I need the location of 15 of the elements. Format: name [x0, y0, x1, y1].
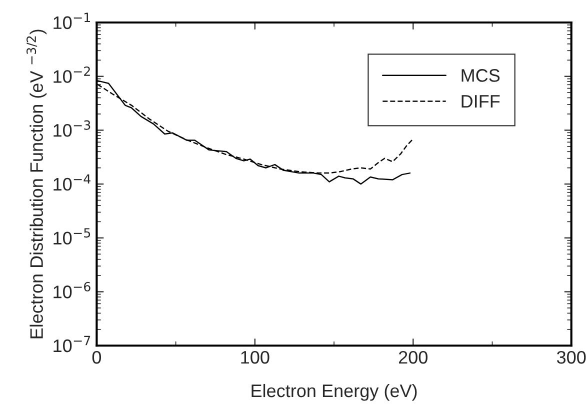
y-tick-label: 10$^{−1}$: [54, 12, 90, 30]
y-tick-label: 10$^{−4}$: [54, 174, 90, 191]
y-tick-label: 10$^{−7}$: [54, 336, 90, 352]
x-axis-title: Electron Energy (eV): [252, 384, 417, 401]
y-tick-label: 10$^{−5}$: [54, 228, 90, 244]
y-tick-label: 10$^{−2}$: [54, 66, 90, 83]
y-axis-title: Electron Distribution Function (eV $^{−3/2}$): [26, 30, 47, 338]
x-tick-label: 200: [398, 350, 428, 364]
x-tick-label: 100: [241, 350, 270, 364]
legend-label: MCS: [462, 69, 500, 82]
x-tick-label: 0: [92, 350, 102, 364]
x-tick-label: 300: [556, 350, 586, 364]
legend-label: DIFF: [462, 95, 500, 108]
y-tick-label: 10$^{−3}$: [54, 120, 90, 137]
y-tick-label: 10$^{−6}$: [54, 282, 90, 298]
